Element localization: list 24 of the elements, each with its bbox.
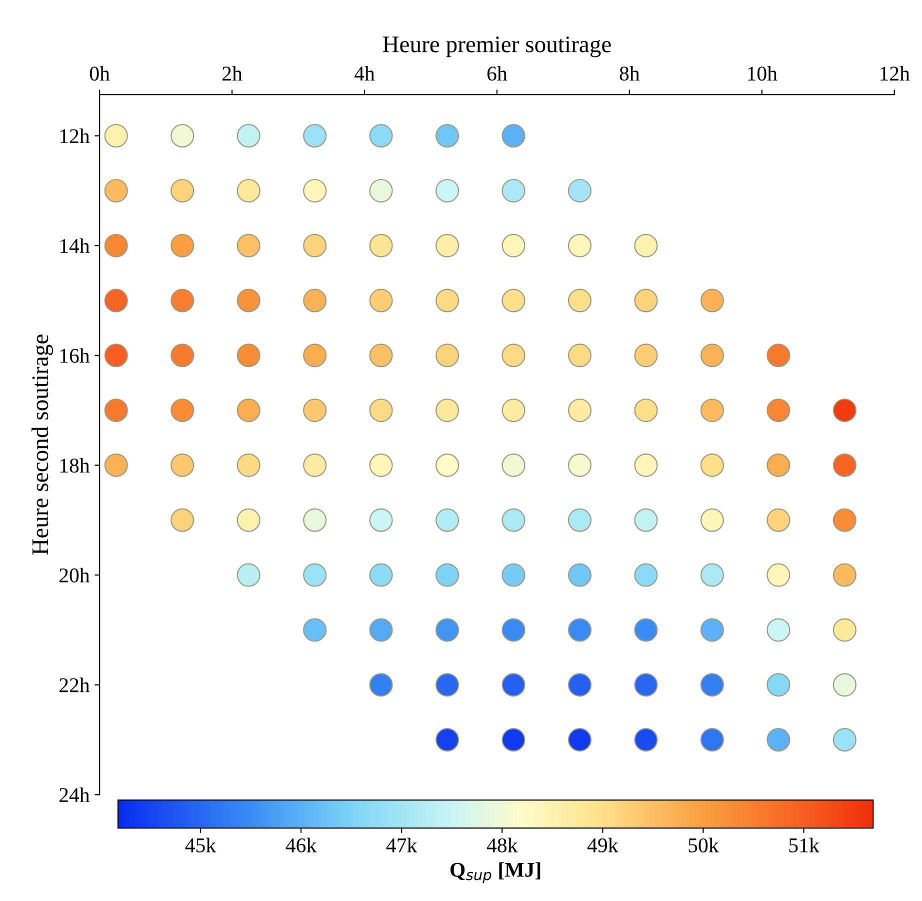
x-tick-label: 4h [354,66,375,80]
x-tick-label: 6h [487,66,508,81]
x-tick-label: 0h [90,66,110,81]
x-axis-title: Heure premier soutirage [382,36,611,58]
y-tick-label: 16h [60,348,90,363]
y-tick-label: 14h [60,238,90,253]
x-tick-label: 2h [222,66,242,80]
y-tick-label: 18h [60,458,90,473]
y-tick-label: 24h [60,787,90,802]
color-bar-label: 51k [789,838,820,852]
color-bar-label: 49k [587,838,618,852]
y-tick-label: 12h [60,128,90,144]
color-bar-label: 46k [286,838,317,852]
color-bar-label: 50k [688,838,719,852]
x-tick-label: 10h [748,66,778,81]
y-tick-label: 22h [60,678,90,692]
y-tick-label: 20h [60,568,90,582]
color-bar-label: 47k [386,838,418,852]
x-tick-label: 12h [880,66,910,80]
x-tick-label: 8h [620,66,640,81]
y-axis-title: Heure second soutirage [32,334,54,555]
color-bar-label: 45k [185,838,216,852]
color-bar-label: 48k [486,838,518,852]
color-bar-title: Q$_{sup}$ [MJ] [450,862,540,884]
